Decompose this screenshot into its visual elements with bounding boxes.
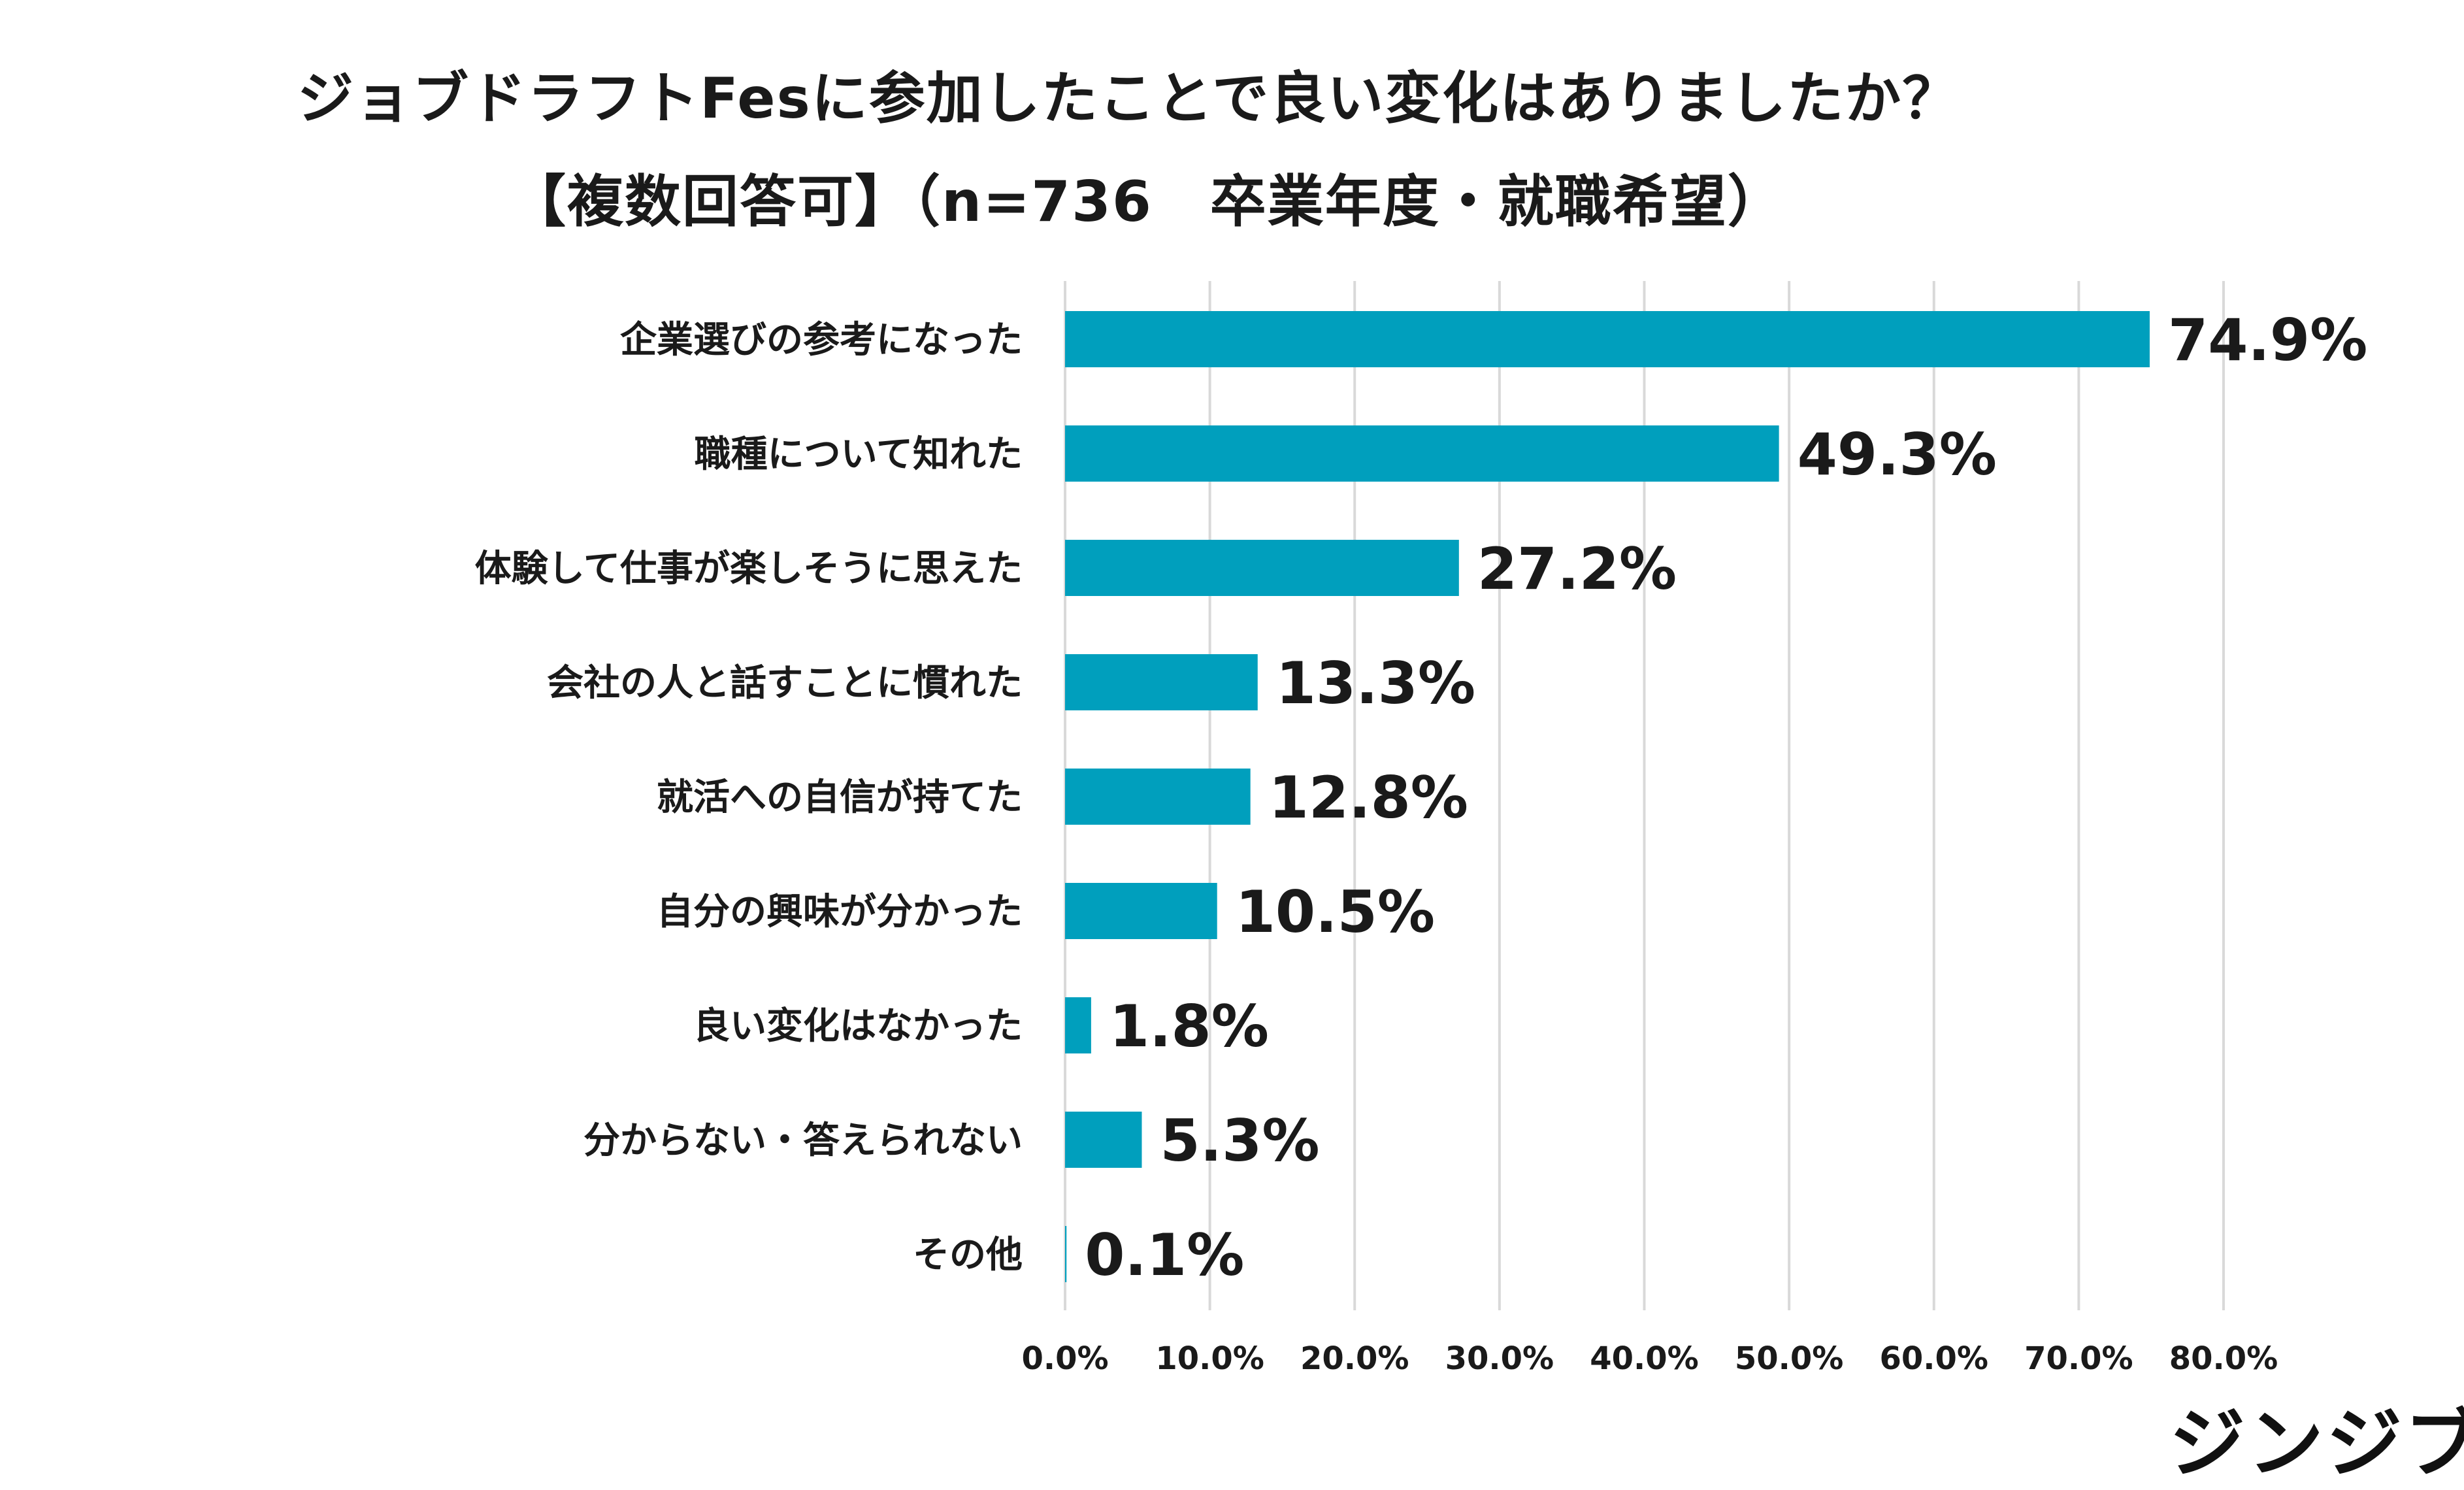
value-labels: 74.9% 49.3% 27.2%13.3% 12.8% 10.5% 1.8% 5.3% 0.… <box>1085 306 2367 1289</box>
value-label-4: 12.8% <box>1269 764 1468 831</box>
category-label-3: 会社の人と話すことに慣れた <box>547 662 1023 704</box>
value-label-2: 27.2% <box>1477 535 1677 603</box>
x-tick-label-1: 10.0% <box>1155 1340 1264 1377</box>
x-tick-labels: 0.0% 10.0% 20.0% 30.0% 40.0% 50.0% 60.0% 70.0% 8… <box>1021 1340 2278 1377</box>
category-label-5: 自分の興味が分かった <box>657 891 1023 933</box>
x-tick-label-3: 30.0% <box>1445 1340 1554 1377</box>
category-label-7: 分からない・答えられない <box>583 1119 1023 1162</box>
value-label-1: 49.3% <box>1798 421 1997 488</box>
x-tick-label-6: 60.0% <box>1879 1340 1988 1377</box>
category-labels: 企業選びの参考になった職種について知れた体験して仕事が楽しそうに思えた会社の人と… <box>475 319 1023 1276</box>
x-tick-label-7: 70.0% <box>2024 1340 2133 1377</box>
bars <box>1065 311 2150 1282</box>
category-label-1: 職種について知れた <box>695 433 1023 476</box>
x-tick-label-4: 40.0% <box>1590 1340 1699 1377</box>
category-label-2: 体験して仕事が楽しそうに思えた <box>475 548 1023 590</box>
chart-subtitle: 【複数回答可】（n=736 卒業年度・就職希望） <box>510 169 1785 235</box>
bar-6 <box>1065 997 1091 1053</box>
bar-7 <box>1065 1112 1142 1168</box>
x-tick-label-2: 20.0% <box>1300 1340 1409 1377</box>
category-label-0: 企業選びの参考になった <box>620 319 1023 361</box>
bar-2 <box>1065 540 1459 596</box>
x-tick-label-5: 50.0% <box>1735 1340 1844 1377</box>
value-label-8: 0.1% <box>1085 1221 1244 1289</box>
category-label-6: 良い変化はなかった <box>693 1005 1023 1048</box>
bar-4 <box>1065 769 1251 825</box>
x-tick-label-8: 80.0% <box>2169 1340 2278 1377</box>
bar-5 <box>1065 883 1217 939</box>
company-logo: ジンジブ <box>2169 1400 2464 1488</box>
category-label-4: 就活への自信が持てた <box>657 776 1023 819</box>
bar-8 <box>1065 1226 1067 1282</box>
bar-1 <box>1065 425 1779 482</box>
value-label-5: 10.5% <box>1236 878 1435 946</box>
chart-title: ジョブドラフトFesに参加したことで良い変化はありましたか？ <box>297 66 1960 131</box>
value-label-7: 5.3% <box>1160 1107 1319 1174</box>
value-label-0: 74.9% <box>2168 306 2367 374</box>
category-label-8: その他 <box>913 1234 1023 1276</box>
value-label-6: 1.8% <box>1109 993 1269 1060</box>
bar-0 <box>1065 311 2150 367</box>
gridlines <box>1208 281 2225 1310</box>
x-tick-label-0: 0.0% <box>1021 1340 1108 1377</box>
value-label-3: 13.3% <box>1276 650 1475 717</box>
bar-3 <box>1065 654 1258 710</box>
